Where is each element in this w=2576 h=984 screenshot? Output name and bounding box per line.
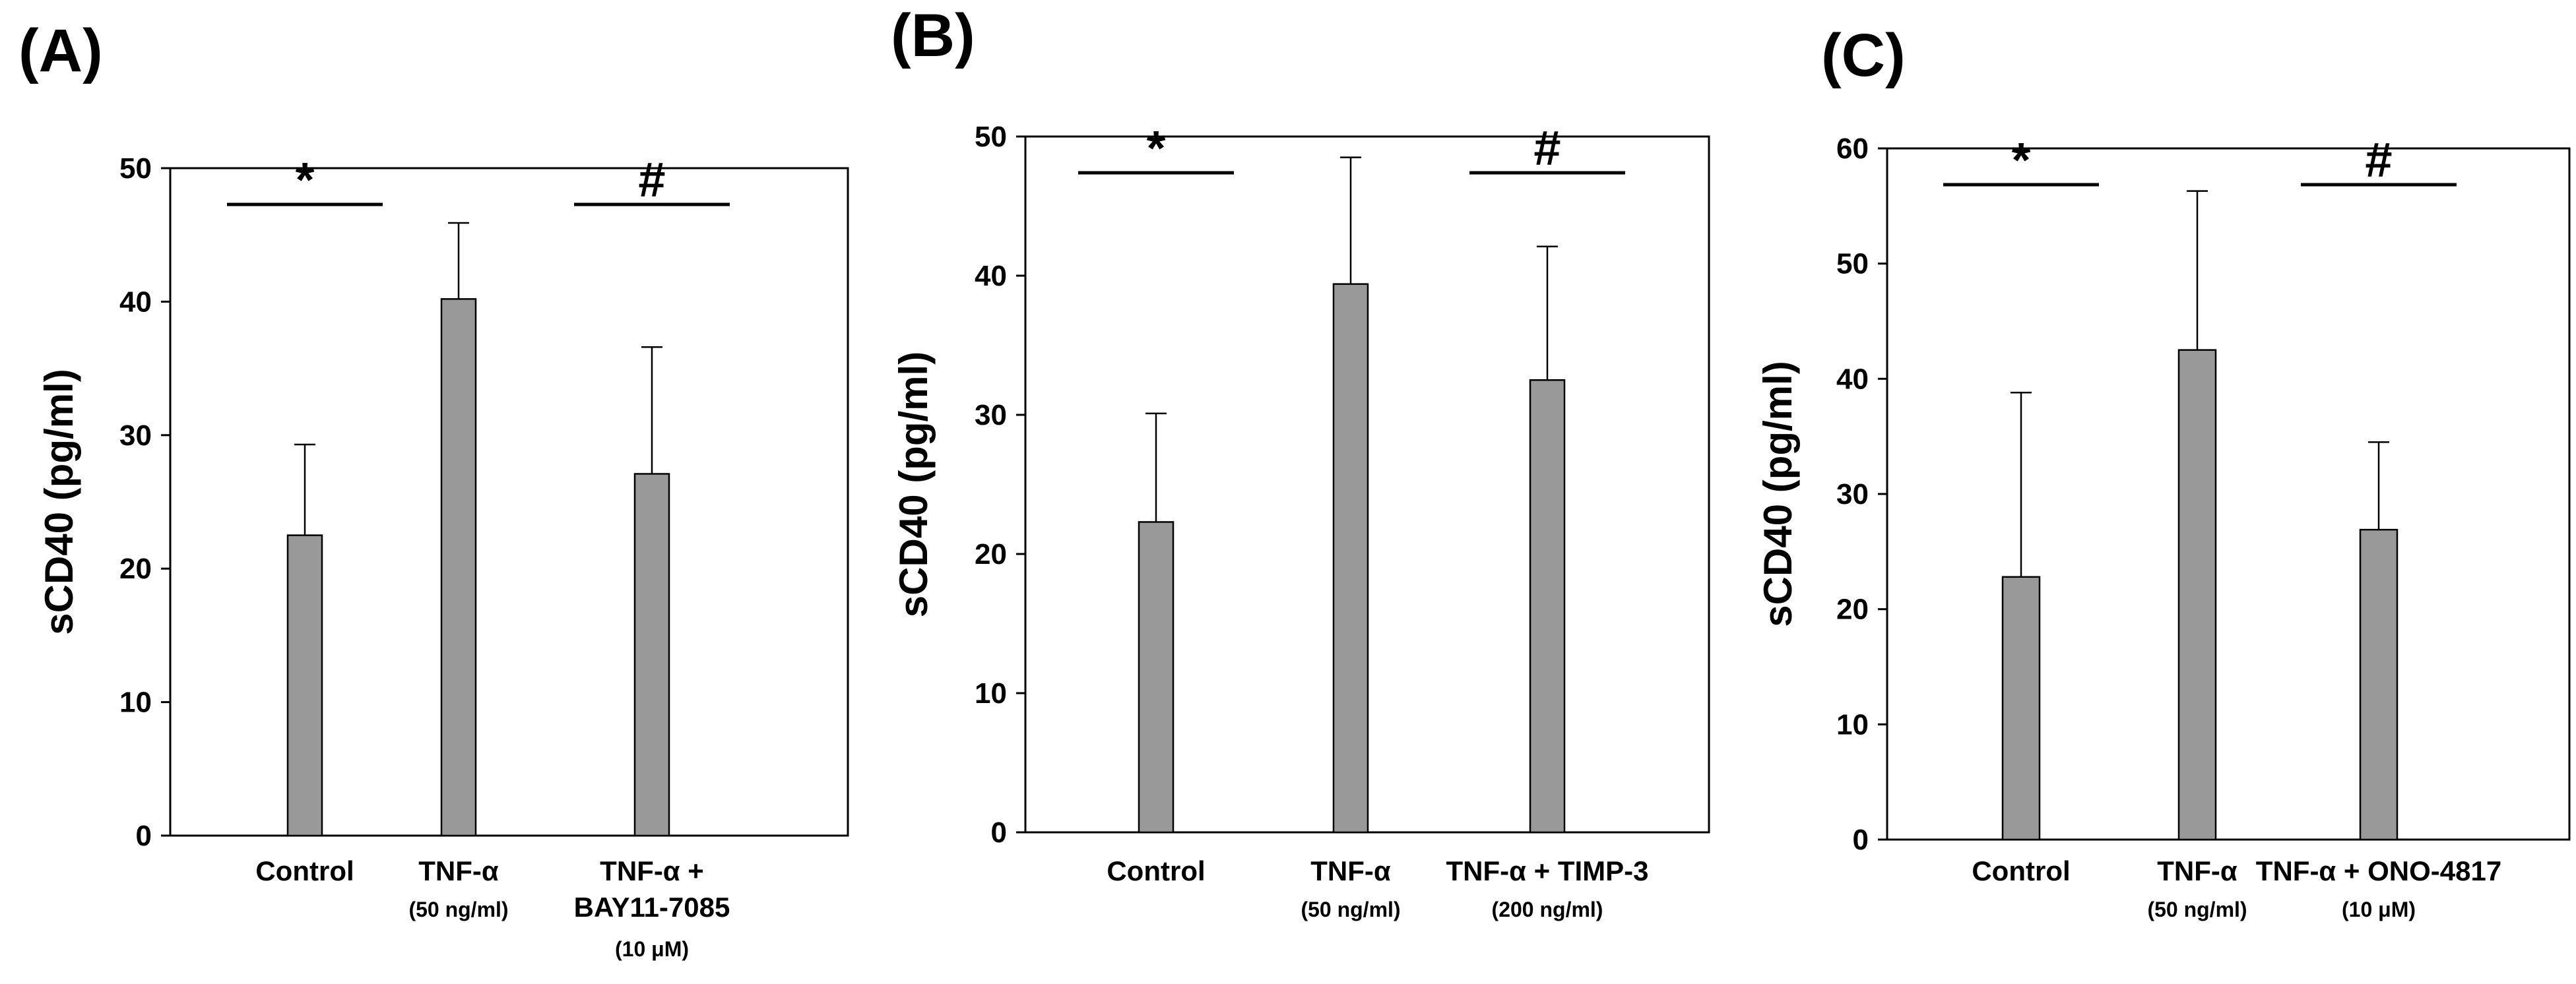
significance-marker: # — [638, 152, 665, 207]
x-category-label: Control — [1107, 855, 1205, 886]
x-category-label: Control — [255, 855, 354, 886]
bar — [2001, 576, 2041, 841]
significance-marker: * — [1147, 121, 1166, 175]
panel-c: (C) 0 10 20 30 40 50 60 sCD40 (pg/ml) Control TNF-… — [1756, 22, 2571, 921]
bar — [1138, 521, 1175, 834]
y-tick-label: 10 — [119, 687, 152, 719]
bar — [286, 534, 323, 837]
x-category-label: TNF-α + TIMP-3 — [1446, 855, 1649, 886]
panel-a: (A) 0 10 20 30 40 50 sCD40 (pg/ml) Control TNF-α (… — [18, 17, 849, 961]
y-tick-label: 50 — [1836, 248, 1869, 280]
plot-frame — [169, 167, 849, 837]
x-category-sublabel: (10 μM) — [615, 937, 689, 961]
y-tick-label: 0 — [1853, 824, 1869, 856]
y-tick-label: 0 — [136, 820, 152, 852]
x-category-sublabel: (50 ng/ml) — [1301, 898, 1400, 921]
y-tick-label: 20 — [975, 538, 1007, 570]
x-category-label: TNF-α + — [600, 855, 704, 886]
bar — [1332, 283, 1369, 834]
significance-marker: # — [1533, 121, 1561, 175]
y-tick-label: 40 — [1836, 363, 1869, 395]
panel-label: (C) — [1821, 22, 1906, 89]
x-category-label: TNF-α — [2157, 855, 2238, 886]
significance-marker: * — [2012, 133, 2031, 187]
y-tick-label: 10 — [1836, 708, 1869, 741]
panel-label: (B) — [891, 2, 975, 69]
x-category-sublabel: BAY11-7085 — [574, 892, 730, 923]
x-category-label: TNF-α + ONO-4817 — [2256, 855, 2501, 886]
y-tick-label: 20 — [1836, 594, 1869, 626]
x-category-sublabel: (200 ng/ml) — [1492, 898, 1603, 921]
x-category-sublabel: (50 ng/ml) — [2147, 898, 2247, 921]
x-category-label: TNF-α — [1310, 855, 1391, 886]
x-category-label: Control — [1972, 855, 2070, 886]
significance-marker: # — [2365, 133, 2392, 187]
y-tick-label: 40 — [119, 286, 152, 318]
bar — [2359, 528, 2399, 841]
y-axis-label: sCD40 (pg/ml) — [891, 352, 936, 617]
y-tick-label: 30 — [119, 419, 152, 452]
y-tick-label: 0 — [991, 816, 1007, 849]
bar — [2177, 349, 2217, 841]
x-category-label: TNF-α — [418, 855, 499, 886]
x-category-sublabel: (10 μM) — [2342, 898, 2416, 921]
y-tick-label: 50 — [975, 121, 1007, 153]
bar — [633, 473, 670, 837]
y-tick-label: 30 — [1836, 478, 1869, 510]
y-axis-label: sCD40 (pg/ml) — [1756, 361, 1800, 627]
panel-label: (A) — [18, 17, 103, 84]
y-tick-label: 30 — [975, 399, 1007, 431]
y-tick-label: 10 — [975, 677, 1007, 710]
x-category-sublabel: (50 ng/ml) — [408, 898, 508, 921]
y-axis-label: sCD40 (pg/ml) — [37, 369, 81, 634]
panel-b: (B) 0 10 20 30 40 50 sCD40 (pg/ml) Control TNF-α (… — [891, 2, 1710, 921]
y-tick-label: 60 — [1836, 133, 1869, 165]
bar — [1529, 379, 1566, 834]
y-tick-label: 40 — [975, 260, 1007, 292]
bar — [440, 298, 477, 837]
y-tick-label: 20 — [119, 553, 152, 585]
significance-marker: * — [296, 152, 315, 207]
plot-frame — [1886, 147, 2571, 841]
y-tick-label: 50 — [119, 152, 152, 185]
